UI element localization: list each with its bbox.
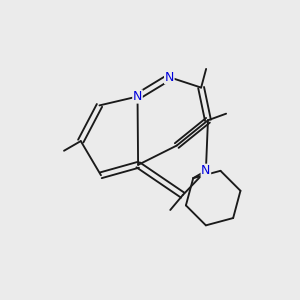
- Text: N: N: [165, 71, 174, 84]
- Text: N: N: [201, 164, 211, 177]
- Text: N: N: [133, 90, 142, 103]
